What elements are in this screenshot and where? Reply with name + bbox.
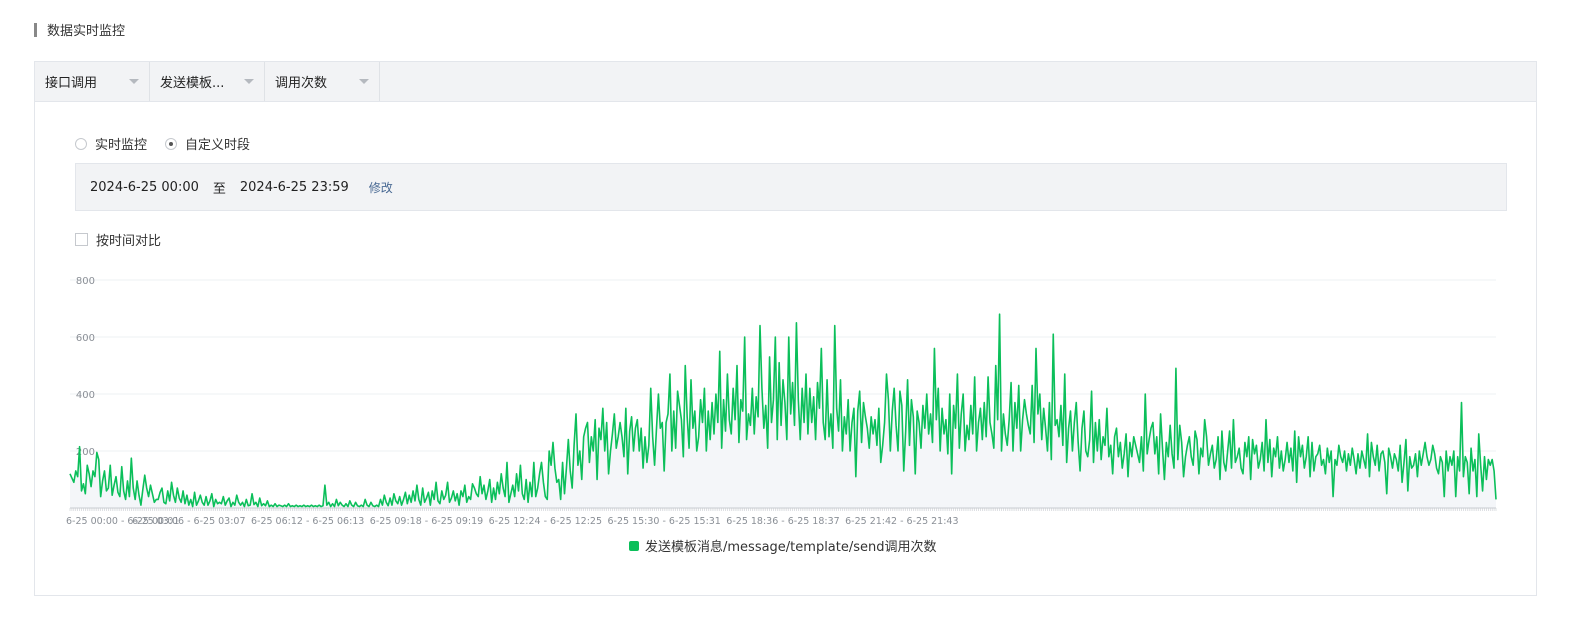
mode-radio-group: 实时监控 自定义时段: [75, 134, 268, 153]
api-type-dropdown-label: 接口调用: [45, 76, 98, 91]
range-separator: 至: [212, 181, 226, 197]
chevron-down-icon: [244, 79, 254, 84]
metric-dropdown[interactable]: 调用次数: [265, 62, 380, 101]
legend-label: 发送模板消息/message/template/send调用次数: [645, 540, 937, 555]
x-tick-label: 6-25 03:06 - 6-25 03:07: [132, 516, 245, 527]
x-tick-label: 6-25 15:30 - 6-25 15:31: [607, 516, 720, 527]
chevron-down-icon: [129, 79, 139, 84]
chevron-down-icon: [359, 79, 369, 84]
range-start: 2024-6-25 00:00: [90, 179, 199, 195]
section-title-marker: [34, 22, 37, 37]
range-end: 2024-6-25 23:59: [239, 179, 349, 195]
section-title: 数据实时监控: [34, 20, 125, 39]
checkbox-box-icon: [75, 233, 88, 246]
series-line: [69, 313, 1497, 508]
legend-swatch: [629, 540, 639, 551]
x-tick-label: 6-25 09:18 - 6-25 09:19: [370, 516, 483, 527]
filter-toolbar: 接口调用 发送模板... 调用次数: [35, 62, 1536, 102]
realtime-radio-label: 实时监控: [95, 138, 148, 153]
date-range-display: 2024-6-25 00:00 至 2024-6-25 23:59 修改: [75, 163, 1507, 211]
y-tick-label: 800: [76, 276, 95, 287]
compare-by-time-label: 按时间对比: [96, 234, 162, 249]
y-tick-label: 400: [76, 390, 95, 401]
x-tick-label: 6-25 21:42 - 6-25 21:43: [845, 516, 958, 527]
x-tick-label: 6-25 00:00 - 6-25 00:01: [66, 516, 179, 527]
custom-range-radio-label: 自定义时段: [185, 138, 251, 153]
x-axis-ticks: [69, 508, 1497, 511]
x-tick-label: 6-25 06:12 - 6-25 06:13: [251, 516, 364, 527]
compare-by-time-checkbox[interactable]: 按时间对比: [75, 230, 161, 249]
x-tick-label: 6-25 18:36 - 6-25 18:37: [726, 516, 839, 527]
radio-circle-icon: [75, 137, 87, 150]
api-name-dropdown[interactable]: 发送模板...: [150, 62, 265, 101]
section-title-text: 数据实时监控: [47, 24, 126, 39]
api-name-dropdown-label: 发送模板...: [160, 76, 225, 91]
api-type-dropdown[interactable]: 接口调用: [35, 62, 150, 101]
x-tick-label: 6-25 12:24 - 6-25 12:25: [489, 516, 602, 527]
y-tick-label: 200: [76, 447, 95, 458]
monitor-panel: 接口调用 发送模板... 调用次数 实时监控 自定义时段 2024-6-25 0…: [34, 61, 1537, 596]
series-area: [70, 314, 1496, 508]
radio-checked-icon: [165, 137, 178, 150]
y-tick-label: 600: [76, 333, 95, 344]
metric-dropdown-label: 调用次数: [275, 76, 328, 91]
realtime-radio[interactable]: 实时监控: [75, 134, 147, 153]
edit-range-link[interactable]: 修改: [368, 180, 393, 195]
chart-legend[interactable]: 发送模板消息/message/template/send调用次数: [629, 536, 937, 555]
custom-range-radio[interactable]: 自定义时段: [165, 134, 250, 153]
